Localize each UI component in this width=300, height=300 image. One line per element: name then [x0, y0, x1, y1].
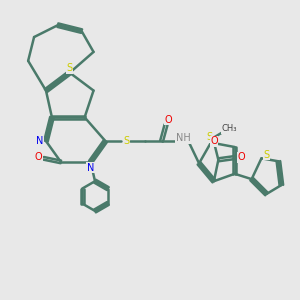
- Text: S: S: [264, 150, 270, 160]
- Text: O: O: [164, 115, 172, 125]
- Text: N: N: [36, 136, 44, 146]
- Text: S: S: [124, 136, 130, 146]
- Text: S: S: [206, 132, 212, 142]
- Text: S: S: [67, 63, 73, 73]
- Text: NH: NH: [176, 133, 190, 143]
- Text: O: O: [238, 152, 245, 162]
- Text: CH₃: CH₃: [222, 124, 237, 133]
- Text: N: N: [87, 163, 94, 173]
- Text: O: O: [210, 136, 218, 146]
- Text: O: O: [34, 152, 42, 162]
